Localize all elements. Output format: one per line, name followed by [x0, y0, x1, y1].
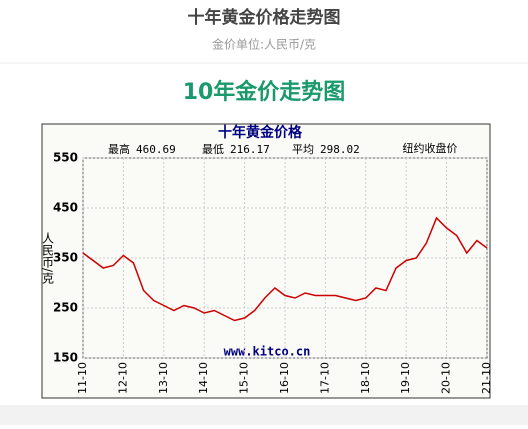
x-tick-label: 17-10 — [318, 362, 331, 394]
x-tick-label: 12-10 — [116, 362, 129, 394]
y-axis-label: 人民币/克 — [41, 232, 55, 285]
stat-label: 最低 — [202, 143, 224, 156]
x-tick-label: 13-10 — [157, 362, 170, 394]
chart-frame — [41, 123, 491, 399]
page-title: 十年黄金价格走势图 — [188, 7, 341, 28]
y-tick-label: 250 — [53, 301, 78, 315]
x-tick-label: 21-10 — [480, 362, 493, 394]
stat-value: 460.69 — [136, 143, 176, 156]
x-tick-label: 16-10 — [278, 362, 291, 394]
y-tick-label: 350 — [53, 251, 78, 265]
watermark: www.kitco.cn — [224, 345, 311, 359]
footer-strip — [0, 405, 528, 425]
price-line — [82, 216, 488, 322]
page-subtitle: 金价单位:人民币/克 — [212, 37, 316, 52]
chart-title: 十年黄金价格 — [218, 124, 303, 141]
note: 纽约收盘价 — [403, 141, 458, 155]
x-tick-label: 15-10 — [238, 362, 251, 394]
x-tick-label: 19-10 — [399, 362, 412, 394]
y-tick-label: 550 — [53, 151, 78, 165]
x-tick-label: 14-10 — [197, 362, 210, 394]
stat-label: 平均 — [292, 143, 314, 156]
x-tick-label: 18-10 — [359, 362, 372, 394]
y-tick-label: 450 — [53, 201, 78, 215]
stat-label: 最高 — [108, 142, 130, 156]
stat-value: 298.02 — [320, 143, 360, 156]
y-tick-label: 150 — [53, 351, 78, 365]
x-tick-label: 20-10 — [440, 362, 453, 394]
stat-value: 216.17 — [230, 143, 270, 156]
x-tick-label: 11-10 — [76, 362, 89, 394]
heading: 10年金价走势图 — [183, 79, 346, 105]
